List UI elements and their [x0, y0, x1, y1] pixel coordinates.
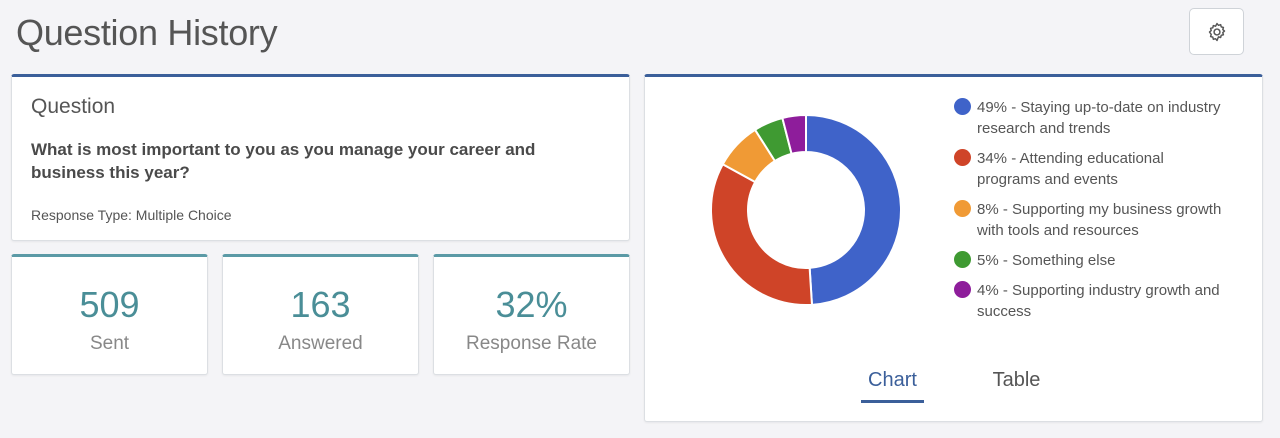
legend-item: 8% - Supporting my business growth with …	[954, 199, 1224, 241]
stat-card-sent: 509 Sent	[11, 254, 208, 375]
stat-label: Response Rate	[466, 333, 597, 354]
gear-icon	[1208, 22, 1225, 41]
donut-chart	[710, 113, 903, 306]
legend-item: 49% - Staying up-to-date on industry res…	[954, 97, 1224, 139]
chart-card: 49% - Staying up-to-date on industry res…	[644, 74, 1263, 422]
legend-color-dot	[954, 149, 971, 166]
stat-label: Sent	[89, 333, 130, 354]
donut-slice[interactable]	[781, 113, 807, 156]
legend-color-dot	[954, 98, 971, 115]
stat-label: Answered	[278, 333, 363, 354]
legend-label: 4% - Supporting industry growth and succ…	[977, 282, 1220, 320]
donut-slice[interactable]	[805, 113, 903, 306]
tab-chart[interactable]: Chart	[861, 365, 924, 403]
stat-value: 163	[290, 284, 351, 325]
stat-value: 509	[79, 284, 140, 325]
legend-label: 34% - Attending educational programs and…	[977, 150, 1164, 188]
question-heading: Question	[31, 95, 116, 118]
page-title: Question History	[16, 12, 278, 53]
donut-slice[interactable]	[710, 162, 814, 306]
stat-card-answered: 163 Answered	[222, 254, 419, 375]
legend-color-dot	[954, 251, 971, 268]
legend-label: 8% - Supporting my business growth with …	[977, 201, 1222, 239]
response-type: Response Type: Multiple Choice	[31, 207, 232, 223]
legend-color-dot	[954, 281, 971, 298]
stat-value: 32%	[495, 284, 568, 325]
legend-item: 5% - Something else	[954, 250, 1224, 271]
question-card: Question What is most important to you a…	[11, 74, 630, 241]
question-text: What is most important to you as you man…	[31, 140, 536, 182]
settings-button[interactable]	[1189, 8, 1244, 55]
view-tabs: Chart Table	[861, 365, 1048, 403]
tab-table[interactable]: Table	[992, 369, 1041, 391]
stat-card-response-rate: 32% Response Rate	[433, 254, 630, 375]
legend-item: 34% - Attending educational programs and…	[954, 148, 1224, 190]
legend-item: 4% - Supporting industry growth and succ…	[954, 280, 1224, 322]
legend-label: 5% - Something else	[977, 252, 1116, 269]
legend-label: 49% - Staying up-to-date on industry res…	[977, 99, 1221, 137]
legend-color-dot	[954, 200, 971, 217]
chart-legend: 49% - Staying up-to-date on industry res…	[954, 97, 1224, 331]
